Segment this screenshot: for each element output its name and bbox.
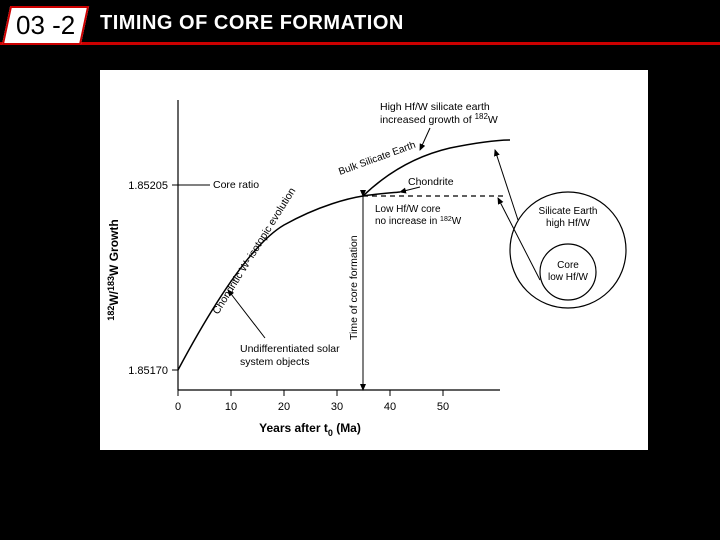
xtick-3: 30 xyxy=(331,401,343,413)
ann-chondrite: Chondrite xyxy=(408,176,454,188)
xtick-4: 40 xyxy=(384,401,396,413)
ytick-0: 1.85170 xyxy=(128,365,168,377)
arrow-circle-to-dashed xyxy=(498,198,540,280)
ann-outer-l2: high Hf/W xyxy=(546,218,590,229)
arrow-circle-to-bse xyxy=(495,150,518,220)
y-axis-label: 182W/183W Growth xyxy=(106,219,121,320)
xtick-2: 20 xyxy=(278,401,290,413)
arrow-highhf xyxy=(420,128,430,150)
ann-outer-l1: Silicate Earth xyxy=(539,206,598,217)
slide-number-badge: 03 -2 xyxy=(2,6,90,45)
chart-container: 0 10 20 30 40 50 Years after t0 (Ma) 1.8… xyxy=(100,70,648,450)
xtick-1: 10 xyxy=(225,401,237,413)
x-axis-label: Years after t0 (Ma) xyxy=(259,421,361,438)
ann-highhf-l2: increased growth of 182W xyxy=(380,112,498,126)
x-ticks xyxy=(178,390,443,396)
ann-undiff-l1: Undifferentiated solar xyxy=(240,343,340,355)
ann-lowhf-l1: Low Hf/W core xyxy=(375,204,441,215)
header-rule xyxy=(0,42,720,45)
ann-lowhf-l2: no increase in 182W xyxy=(375,216,462,227)
slide-title: TIMING OF CORE FORMATION xyxy=(100,12,404,35)
plot-area: 0 10 20 30 40 50 Years after t0 (Ma) 1.8… xyxy=(106,100,626,438)
chart-svg: 0 10 20 30 40 50 Years after t0 (Ma) 1.8… xyxy=(100,70,648,450)
slide-header: 03 -2 TIMING OF CORE FORMATION xyxy=(0,0,720,50)
ann-core-ratio: Core ratio xyxy=(213,179,259,191)
ytick-1: 1.85205 xyxy=(128,180,168,192)
arrow-undiff xyxy=(228,290,265,338)
xtick-5: 50 xyxy=(437,401,449,413)
ann-inner-l2: low Hf/W xyxy=(548,272,589,283)
ann-undiff-l2: system objects xyxy=(240,356,309,368)
slide-number: 03 -2 xyxy=(16,10,75,41)
ann-inner-l1: Core xyxy=(557,260,579,271)
ann-time-core: Time of core formation xyxy=(348,235,360,340)
xtick-0: 0 xyxy=(175,401,181,413)
ann-bse: Bulk Silicate Earth xyxy=(337,140,417,178)
ann-highhf-l1: High Hf/W silicate earth xyxy=(380,101,490,113)
ann-chondritic: Chondritic W- isotopic evolution xyxy=(210,186,298,317)
